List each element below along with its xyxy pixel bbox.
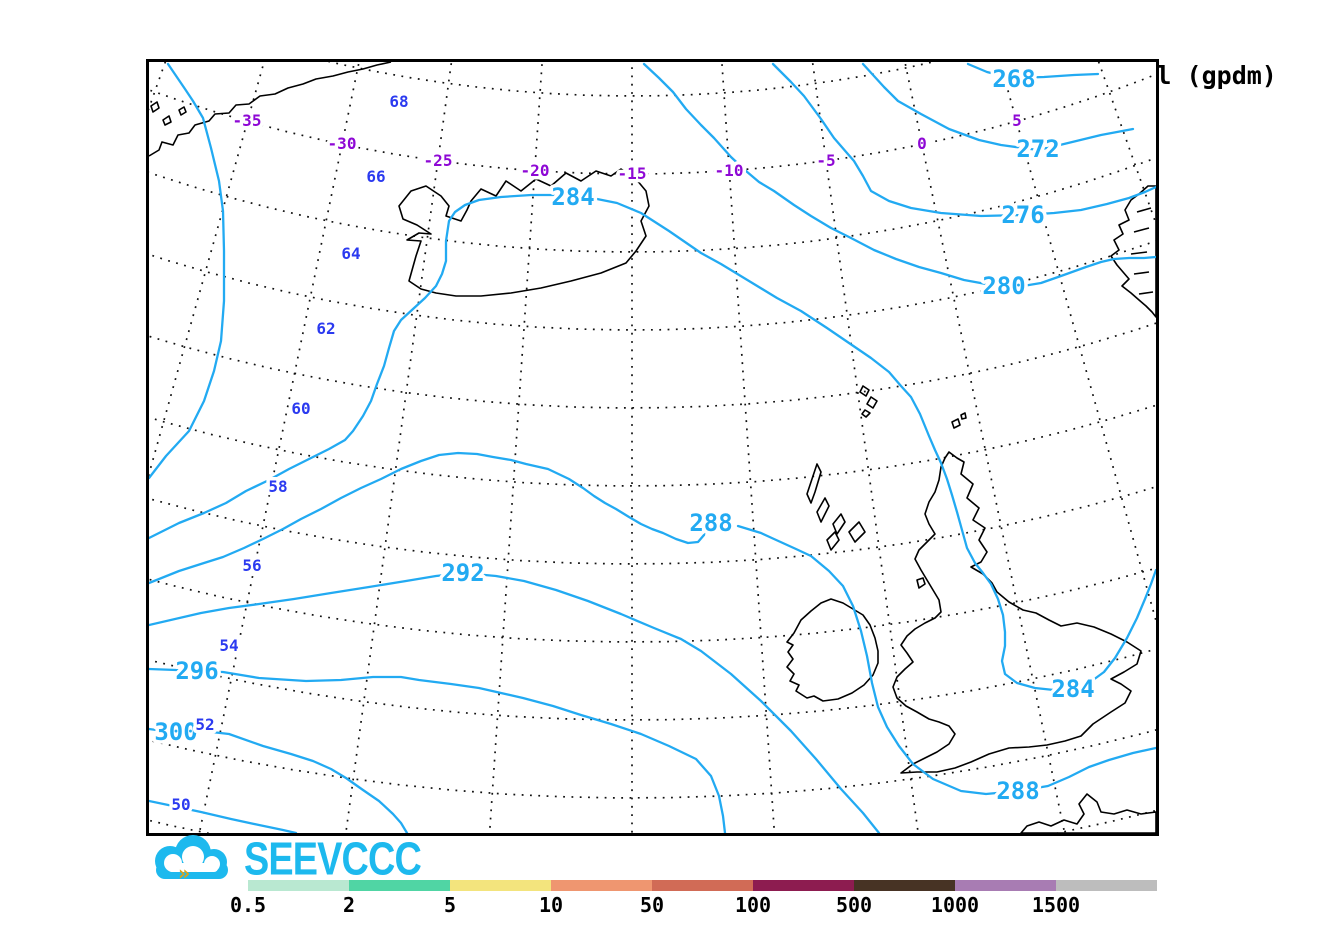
lon-label-5: 5 [1012,111,1022,130]
lon-label--15: -15 [618,164,647,183]
logo-text: SEEVCCC [244,833,422,886]
lat-label-54: 54 [219,636,238,655]
colorbar-segment-1 [349,880,450,891]
contour-line-276 [771,62,1156,218]
parallel-66 [149,157,1156,253]
parallel-50 [149,809,1156,833]
colorbar-segment-7 [955,880,1056,891]
colorbar-tick-50: 50 [639,893,665,917]
lat-label-50: 50 [171,795,190,814]
colorbar-segment-3 [551,880,652,891]
lon-label--10: -10 [715,161,744,180]
colorbar-segment-8 [1056,880,1157,891]
cloud-highlight [182,846,204,868]
contour-label-272: 272 [1016,135,1059,163]
lat-label-60: 60 [291,399,310,418]
contour-line-gl [149,62,226,480]
map-labels: 268 272 276 280 284 284 288 288 292 296 300 68 66 64 6… [151,62,1098,818]
lon-label--30: -30 [328,134,357,153]
contour-line-304 [149,799,298,833]
orkney [951,412,967,429]
greenland-islets [150,101,187,126]
lat-label-64: 64 [341,244,360,263]
lon-label--20: -20 [521,161,550,180]
contour-label-288: 288 [689,509,732,537]
coastlines [149,62,1156,833]
colorbar-segment-4 [652,880,753,891]
logo-arrow-icon: » [178,861,190,885]
isle-of-man [916,577,926,589]
parallel-56 [149,567,1156,643]
lat-label-68: 68 [389,92,408,111]
colorbar-tick-2: 2 [342,893,356,917]
graticule-grid [149,62,1156,833]
lat-label-52: 52 [195,715,214,734]
lon-label--5: -5 [816,151,835,170]
lat-label-62: 62 [316,319,335,338]
colorbar-tick-labels: 0.5 2 5 10 50 100 500 1000 1500 [230,893,1157,919]
ireland-coast [786,598,879,702]
iceland-coast [398,168,650,297]
parallel-60 [149,404,1156,487]
parallel-62 [149,322,1156,409]
contour-label-280: 280 [982,272,1025,300]
contour-label-284: 284 [551,183,594,211]
contour-line-268 [966,62,1100,80]
parallel-64 [149,239,1156,331]
weather-map: 268 272 276 280 284 284 288 288 292 296 300 68 66 64 6… [149,62,1156,833]
lat-label-56: 56 [242,556,261,575]
hebrides [806,463,866,551]
map-frame: 268 272 276 280 284 284 288 288 292 296 300 68 66 64 6… [146,59,1159,836]
colorbar-segment-5 [753,880,854,891]
colorbar-segment-6 [854,880,955,891]
colorbar-tick-0.5: 0.5 [229,893,267,917]
lat-label-58: 58 [268,477,287,496]
colorbar-segment-2 [450,880,551,891]
colorbar-tick-100: 100 [734,893,772,917]
lat-label-66: 66 [366,167,385,186]
colorbar-segment-0 [248,880,349,891]
contour-label-276: 276 [1001,201,1044,229]
faroe-islands [859,385,878,418]
france-coast [1020,793,1156,833]
contour-line-272 [861,62,1135,152]
geopotential-contours [149,62,1156,833]
lon-label-0: 0 [917,134,927,153]
colorbar-tick-10: 10 [538,893,564,917]
seevccc-logo: » SEEVCCC [148,833,450,886]
cloud-logo-icon: » [155,835,228,885]
contour-line-288 [149,451,1156,796]
meridian-5 [999,62,1156,624]
contour-label-268: 268 [992,65,1035,93]
colorbar-tick-5: 5 [443,893,457,917]
contour-line-300 [149,727,409,833]
deposition-colorbar [248,880,1157,891]
norway-fjords [1130,207,1154,295]
contour-line-284 [149,193,1156,692]
colorbar-tick-1000: 1000 [930,893,980,917]
contour-label-296: 296 [175,657,218,685]
contour-label-300: 300 [154,718,197,746]
contour-label-292: 292 [441,559,484,587]
meridian-10 [1097,62,1156,227]
norway-coast [1110,185,1156,318]
parallel-52 [149,729,1156,799]
colorbar-tick-1500: 1500 [1031,893,1081,917]
contour-label-288-b: 288 [996,777,1039,805]
colorbar-tick-500: 500 [835,893,873,917]
contour-line-292 [149,571,881,833]
contour-label-284-b: 284 [1051,675,1094,703]
lon-label--25: -25 [424,151,453,170]
uk-mainland [892,451,1142,774]
parallel-54 [149,648,1156,721]
cloud-highlight-base [168,863,218,872]
lon-label--35: -35 [233,111,262,130]
contour-line-296 [149,667,727,833]
greenland-coast [149,62,392,157]
contour-line-280 [642,62,1156,288]
